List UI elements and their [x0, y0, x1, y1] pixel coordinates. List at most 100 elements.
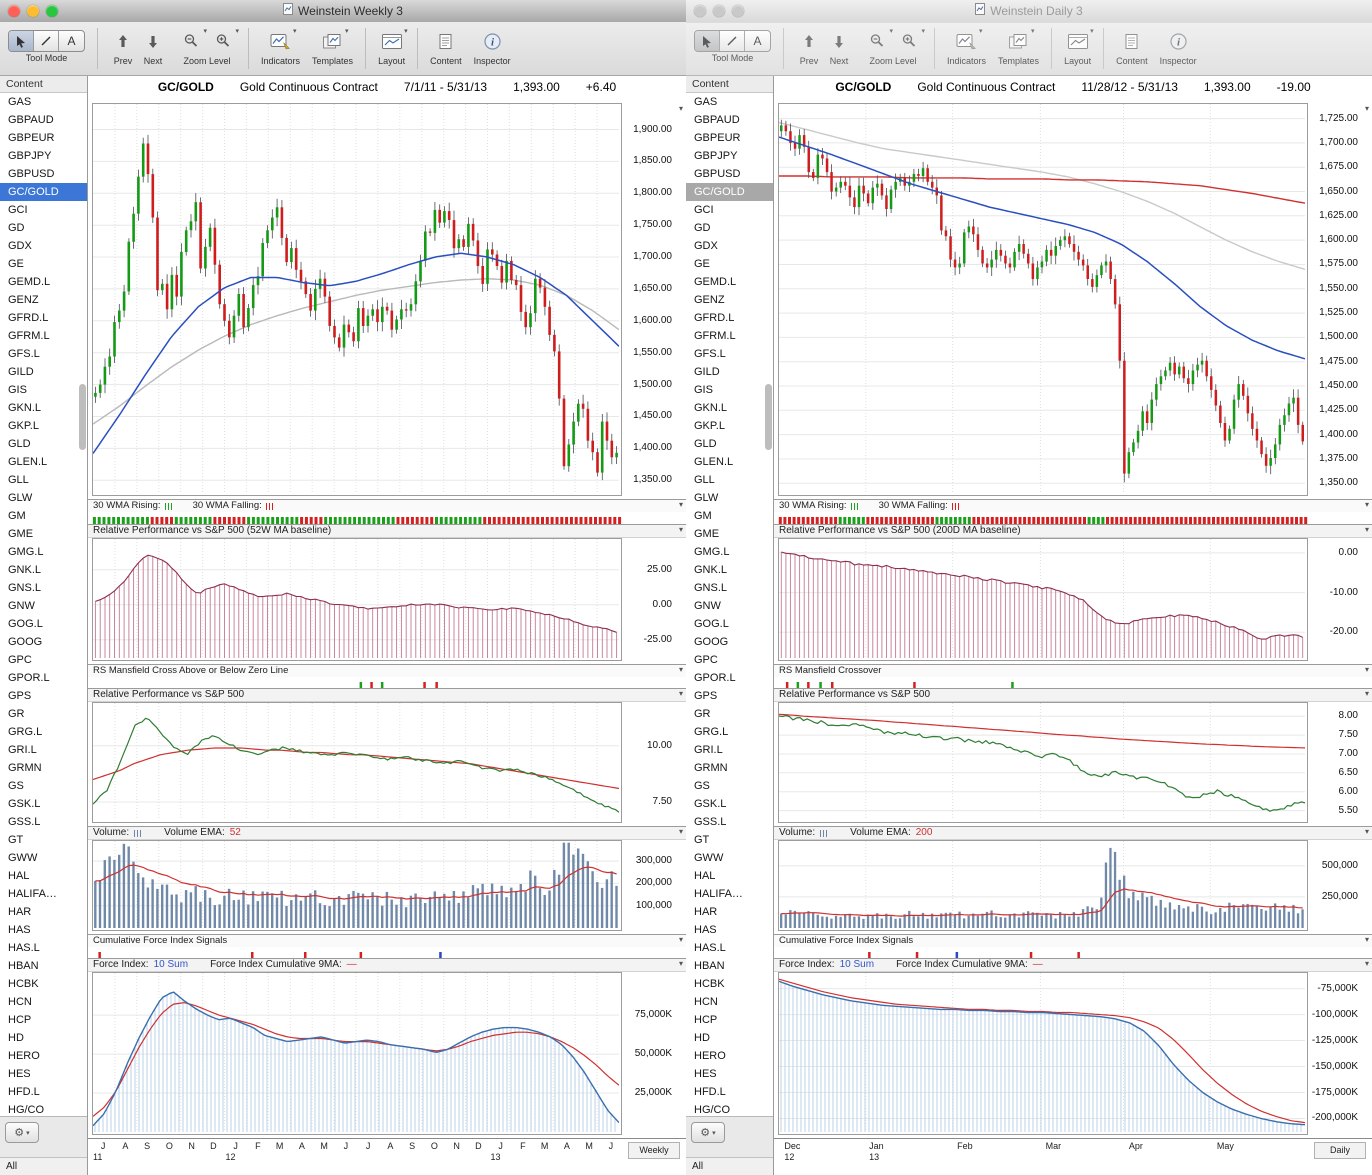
- sidebar-item-gbpusd[interactable]: GBPUSD: [8, 168, 55, 180]
- sidebar-item-gll[interactable]: GLL: [694, 474, 715, 486]
- sidebar-item-gww[interactable]: GWW: [694, 852, 724, 864]
- sidebar-item-har[interactable]: HAR: [8, 906, 32, 918]
- sidebar-item-gme[interactable]: GME: [8, 528, 34, 540]
- sidebar-item-hcn[interactable]: HCN: [8, 996, 32, 1008]
- zoom-in-button[interactable]: ▾: [896, 27, 925, 55]
- sidebar-item-gog-l[interactable]: GOG.L: [694, 618, 729, 630]
- sidebar-item-halifa-[interactable]: HALIFA…: [8, 888, 57, 900]
- collapse-panel-icon[interactable]: ▾: [678, 959, 683, 968]
- sidebar-item-gsk-l[interactable]: GSK.L: [8, 798, 41, 810]
- next-button[interactable]: [140, 27, 166, 55]
- close-button[interactable]: [694, 5, 706, 17]
- collapse-panel-icon[interactable]: ▾: [1364, 935, 1369, 944]
- line-tool-button[interactable]: [34, 31, 59, 51]
- collapse-panel-icon[interactable]: ▾: [678, 935, 683, 944]
- gear-button[interactable]: ⚙ ▾: [691, 1122, 725, 1143]
- sidebar-item-gr[interactable]: GR: [694, 708, 711, 720]
- indicators-button[interactable]: ▾: [268, 27, 297, 55]
- sidebar-item-glw[interactable]: GLW: [8, 492, 33, 504]
- sidebar-item-grg-l[interactable]: GRG.L: [8, 726, 43, 738]
- sidebar-item-gis[interactable]: GIS: [694, 384, 713, 396]
- sidebar-item-gog-l[interactable]: GOG.L: [8, 618, 43, 630]
- periodicity-label[interactable]: Weekly: [628, 1142, 680, 1159]
- sidebar-item-gfs-l[interactable]: GFS.L: [8, 348, 40, 360]
- sidebar-item-gmg-l[interactable]: GMG.L: [694, 546, 730, 558]
- zoom-out-button[interactable]: ▾: [864, 27, 893, 55]
- templates-button[interactable]: ▾: [1006, 27, 1035, 55]
- sidebar-item-gc-gold[interactable]: GC/GOLD: [686, 183, 773, 201]
- sidebar-item-gbpaud[interactable]: GBPAUD: [694, 114, 740, 126]
- sidebar-item-gci[interactable]: GCI: [694, 204, 714, 216]
- sidebar-item-gbpeur[interactable]: GBPEUR: [8, 132, 55, 144]
- layout-button[interactable]: ▾: [1065, 27, 1094, 55]
- sidebar-item-hd[interactable]: HD: [8, 1032, 24, 1044]
- inspector-button[interactable]: i: [1165, 27, 1191, 55]
- sidebar-item-gbpaud[interactable]: GBPAUD: [8, 114, 54, 126]
- sidebar-item-gri-l[interactable]: GRI.L: [694, 744, 723, 756]
- sidebar-item-gm[interactable]: GM: [8, 510, 26, 522]
- prev-button[interactable]: [796, 27, 822, 55]
- sidebar-item-gild[interactable]: GILD: [694, 366, 720, 378]
- sidebar-item-gt[interactable]: GT: [8, 834, 24, 846]
- sidebar-item-gbpjpy[interactable]: GBPJPY: [694, 150, 738, 162]
- zoom-out-button[interactable]: ▾: [178, 27, 207, 55]
- zoom-window-button[interactable]: [732, 5, 744, 17]
- price-chart[interactable]: [92, 103, 622, 496]
- layout-button[interactable]: ▾: [379, 27, 408, 55]
- collapse-panel-icon[interactable]: ▾: [1364, 665, 1369, 674]
- collapse-panel-icon[interactable]: ▾: [678, 525, 683, 534]
- sidebar-item-has[interactable]: HAS: [694, 924, 717, 936]
- force-plot[interactable]: [92, 972, 622, 1135]
- sidebar-item-gemd-l[interactable]: GEMD.L: [694, 276, 737, 288]
- sidebar-item-hcbk[interactable]: HCBK: [8, 978, 39, 990]
- sidebar-item-gps[interactable]: GPS: [8, 690, 32, 702]
- sidebar-item-gfrd-l[interactable]: GFRD.L: [8, 312, 49, 324]
- sidebar-item-gns-l[interactable]: GNS.L: [8, 582, 42, 594]
- sidebar-item-grmn[interactable]: GRMN: [8, 762, 42, 774]
- force-plot[interactable]: [778, 972, 1308, 1135]
- sidebar-item-gkn-l[interactable]: GKN.L: [8, 402, 42, 414]
- sidebar-item-hban[interactable]: HBAN: [8, 960, 39, 972]
- sidebar-item-gkp-l[interactable]: GKP.L: [694, 420, 725, 432]
- sidebar-item-hero[interactable]: HERO: [8, 1050, 40, 1062]
- volume-plot[interactable]: [778, 840, 1308, 931]
- content-button[interactable]: [1119, 27, 1145, 55]
- rp1-plot[interactable]: [778, 538, 1308, 661]
- sidebar-item-has-l[interactable]: HAS.L: [8, 942, 40, 954]
- sidebar-item-glen-l[interactable]: GLEN.L: [8, 456, 48, 468]
- titlebar[interactable]: Weinstein Daily 3: [686, 0, 1372, 23]
- sidebar-item-gsk-l[interactable]: GSK.L: [694, 798, 727, 810]
- sidebar-item-gnw[interactable]: GNW: [8, 600, 35, 612]
- sidebar-item-gc-gold[interactable]: GC/GOLD: [0, 183, 87, 201]
- sidebar-item-gdx[interactable]: GDX: [694, 240, 718, 252]
- text-tool-button[interactable]: A: [59, 31, 84, 51]
- sidebar-item-glw[interactable]: GLW: [694, 492, 719, 504]
- sidebar-item-hcp[interactable]: HCP: [694, 1014, 718, 1026]
- collapse-panel-icon[interactable]: ▾: [1364, 827, 1369, 836]
- sidebar-item-gpor-l[interactable]: GPOR.L: [694, 672, 736, 684]
- sidebar-item-hg-co[interactable]: HG/CO: [694, 1104, 731, 1116]
- sidebar-item-gpc[interactable]: GPC: [694, 654, 718, 666]
- minimize-button[interactable]: [27, 5, 39, 17]
- titlebar[interactable]: Weinstein Weekly 3: [0, 0, 686, 23]
- sidebar-item-halifa-[interactable]: HALIFA…: [694, 888, 743, 900]
- sidebar-item-gas[interactable]: GAS: [694, 96, 718, 108]
- sidebar-item-gd[interactable]: GD: [8, 222, 25, 234]
- text-tool-button[interactable]: A: [745, 31, 770, 51]
- rp1-plot[interactable]: [92, 538, 622, 661]
- sidebar-item-gri-l[interactable]: GRI.L: [8, 744, 37, 756]
- pointer-tool-button[interactable]: [695, 31, 720, 51]
- sidebar-item-gfrm-l[interactable]: GFRM.L: [8, 330, 50, 342]
- sidebar-item-hcp[interactable]: HCP: [8, 1014, 32, 1026]
- gear-button[interactable]: ⚙ ▾: [5, 1122, 39, 1143]
- sidebar-scrollbar-thumb[interactable]: [79, 384, 86, 450]
- rp2-plot[interactable]: [778, 702, 1308, 823]
- inspector-button[interactable]: i: [479, 27, 505, 55]
- prev-button[interactable]: [110, 27, 136, 55]
- sidebar-item-gpor-l[interactable]: GPOR.L: [8, 672, 50, 684]
- sidebar-item-gas[interactable]: GAS: [8, 96, 32, 108]
- volume-plot[interactable]: [92, 840, 622, 931]
- sidebar-item-gss-l[interactable]: GSS.L: [8, 816, 41, 828]
- sidebar-item-genz[interactable]: GENZ: [694, 294, 725, 306]
- sidebar-scrollbar-thumb[interactable]: [765, 384, 772, 450]
